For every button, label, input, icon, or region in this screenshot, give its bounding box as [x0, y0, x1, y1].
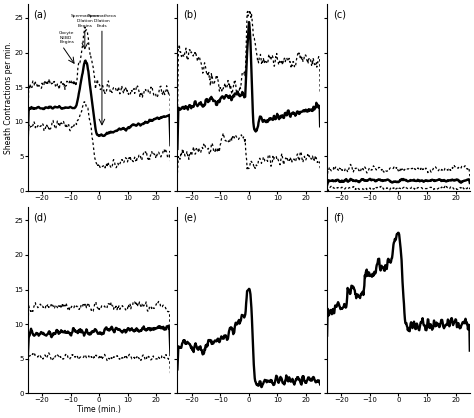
- Text: Spermatheca
Dilation
Begins: Spermatheca Dilation Begins: [70, 15, 99, 28]
- Text: (c): (c): [333, 10, 346, 20]
- Text: Spermatheca
Dilation
Ends: Spermatheca Dilation Ends: [88, 15, 117, 28]
- Text: Oocyte
NEBD
Begins: Oocyte NEBD Begins: [59, 31, 74, 44]
- Text: (f): (f): [333, 212, 344, 222]
- Text: (d): (d): [34, 212, 47, 222]
- X-axis label: Time (min.): Time (min.): [77, 405, 121, 414]
- Text: (e): (e): [183, 212, 197, 222]
- Y-axis label: Sheath Contractions per min.: Sheath Contractions per min.: [4, 41, 13, 154]
- Text: (a): (a): [34, 10, 47, 20]
- Text: (b): (b): [183, 10, 197, 20]
